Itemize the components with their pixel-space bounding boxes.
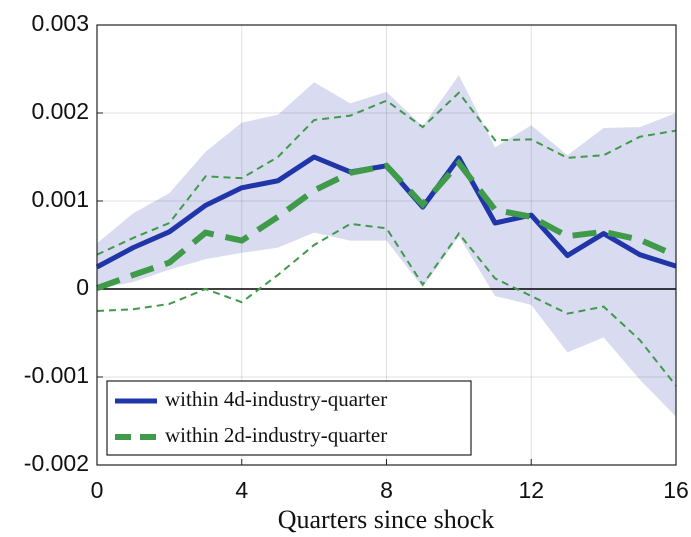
series-line — [95, 158, 678, 291]
x-tick-label: 12 — [518, 477, 544, 503]
y-tick-label: 0.001 — [31, 186, 89, 212]
legend-box — [106, 380, 472, 456]
y-tick-label: 0 — [76, 274, 89, 300]
x-axis-label: Quarters since shock — [278, 505, 495, 534]
y-tick-label: 0.003 — [31, 10, 89, 36]
y-tick-label: 0.002 — [31, 98, 89, 124]
legend-label: within 2d-industry-quarter — [165, 423, 387, 447]
x-tick-label: 16 — [663, 477, 689, 503]
plot-frame — [96, 24, 677, 466]
y-tick-label: -0.001 — [24, 362, 89, 388]
x-tick-label: 0 — [91, 477, 104, 503]
bound-line — [96, 222, 677, 387]
confidence-band — [97, 75, 676, 417]
y-tick-label: -0.002 — [24, 450, 89, 476]
legend-label: within 4d-industry-quarter — [165, 387, 387, 411]
x-tick-label: 8 — [380, 477, 393, 503]
x-tick-label: 4 — [235, 477, 248, 503]
